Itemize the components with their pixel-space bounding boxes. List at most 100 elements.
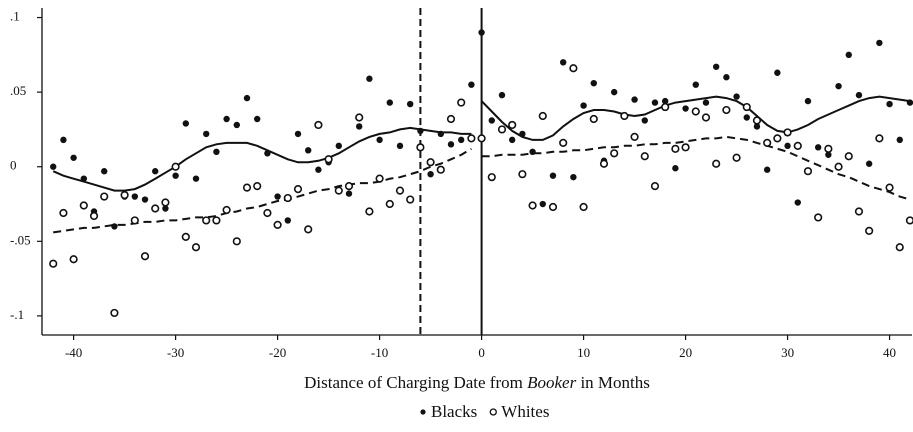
point <box>89 211 99 221</box>
point <box>803 167 813 176</box>
point <box>110 308 119 318</box>
point <box>896 136 903 144</box>
fit-line <box>481 135 911 201</box>
point <box>783 128 792 137</box>
point <box>50 163 57 170</box>
point <box>824 144 833 153</box>
x-tick-label: 30 <box>781 345 794 360</box>
point <box>304 225 313 234</box>
point <box>599 159 609 168</box>
point <box>457 98 466 107</box>
x-tick-label: -30 <box>167 345 184 360</box>
point <box>487 173 496 182</box>
point <box>733 93 740 100</box>
point <box>763 166 771 173</box>
point <box>385 199 394 209</box>
point <box>426 158 435 167</box>
point <box>548 202 558 212</box>
point <box>580 102 587 109</box>
point <box>324 155 333 164</box>
point <box>722 105 731 115</box>
point <box>672 165 679 172</box>
y-tick-label: 0 <box>10 158 17 173</box>
point <box>283 193 292 203</box>
point <box>742 102 751 112</box>
point <box>222 205 231 215</box>
point <box>895 243 904 252</box>
point <box>559 59 567 66</box>
point <box>865 226 874 235</box>
point <box>631 96 638 103</box>
point <box>437 130 444 138</box>
point <box>79 201 88 210</box>
point <box>590 79 597 87</box>
point <box>712 63 720 70</box>
point <box>784 142 791 150</box>
point <box>468 81 475 88</box>
point <box>906 99 913 106</box>
point <box>620 111 629 121</box>
point <box>141 196 149 203</box>
point <box>905 216 913 225</box>
point <box>457 136 465 144</box>
point <box>743 114 750 121</box>
legend-marker <box>489 408 497 416</box>
point <box>101 168 108 175</box>
point <box>875 134 884 143</box>
point <box>559 138 568 147</box>
point <box>59 208 68 218</box>
point <box>273 220 282 230</box>
point <box>752 116 762 125</box>
point <box>100 192 109 201</box>
x-tick-label: 40 <box>883 345 896 360</box>
point <box>886 100 893 108</box>
x-tick-label: -40 <box>65 345 82 360</box>
point <box>396 142 404 150</box>
point <box>519 130 526 138</box>
point <box>254 115 261 123</box>
x-tick-label: -20 <box>269 345 286 360</box>
point <box>539 200 546 208</box>
point <box>386 99 393 106</box>
point <box>334 186 343 195</box>
point <box>191 243 201 252</box>
y-tick-label: .05 <box>10 83 26 98</box>
legend-marker <box>420 409 426 415</box>
y-tick-label: -.05 <box>10 232 31 247</box>
point <box>518 170 527 179</box>
point <box>865 160 873 167</box>
point <box>243 94 251 102</box>
point <box>417 127 424 135</box>
point <box>488 117 495 124</box>
point <box>366 75 373 82</box>
x-title-part: in Months <box>576 373 650 392</box>
point <box>263 208 272 218</box>
point <box>232 237 241 246</box>
point <box>804 97 812 105</box>
point <box>152 168 159 175</box>
point <box>682 105 689 112</box>
point <box>161 198 170 207</box>
point <box>182 120 190 127</box>
point <box>508 120 517 130</box>
point <box>640 152 649 161</box>
point <box>732 153 741 162</box>
point <box>264 150 271 157</box>
point <box>314 120 323 130</box>
point <box>589 114 598 124</box>
point <box>406 100 414 108</box>
point <box>274 193 281 200</box>
point <box>691 107 700 116</box>
point <box>773 134 782 143</box>
point <box>528 201 537 210</box>
point <box>416 143 425 152</box>
point <box>844 152 853 161</box>
point <box>630 132 639 141</box>
x-tick-label: 0 <box>478 345 485 360</box>
point <box>497 125 507 134</box>
point <box>365 207 374 216</box>
point <box>702 99 710 106</box>
point <box>335 142 342 150</box>
fit-line <box>53 147 472 234</box>
x-axis-title: Distance of Charging Date from Booker in… <box>304 373 650 392</box>
